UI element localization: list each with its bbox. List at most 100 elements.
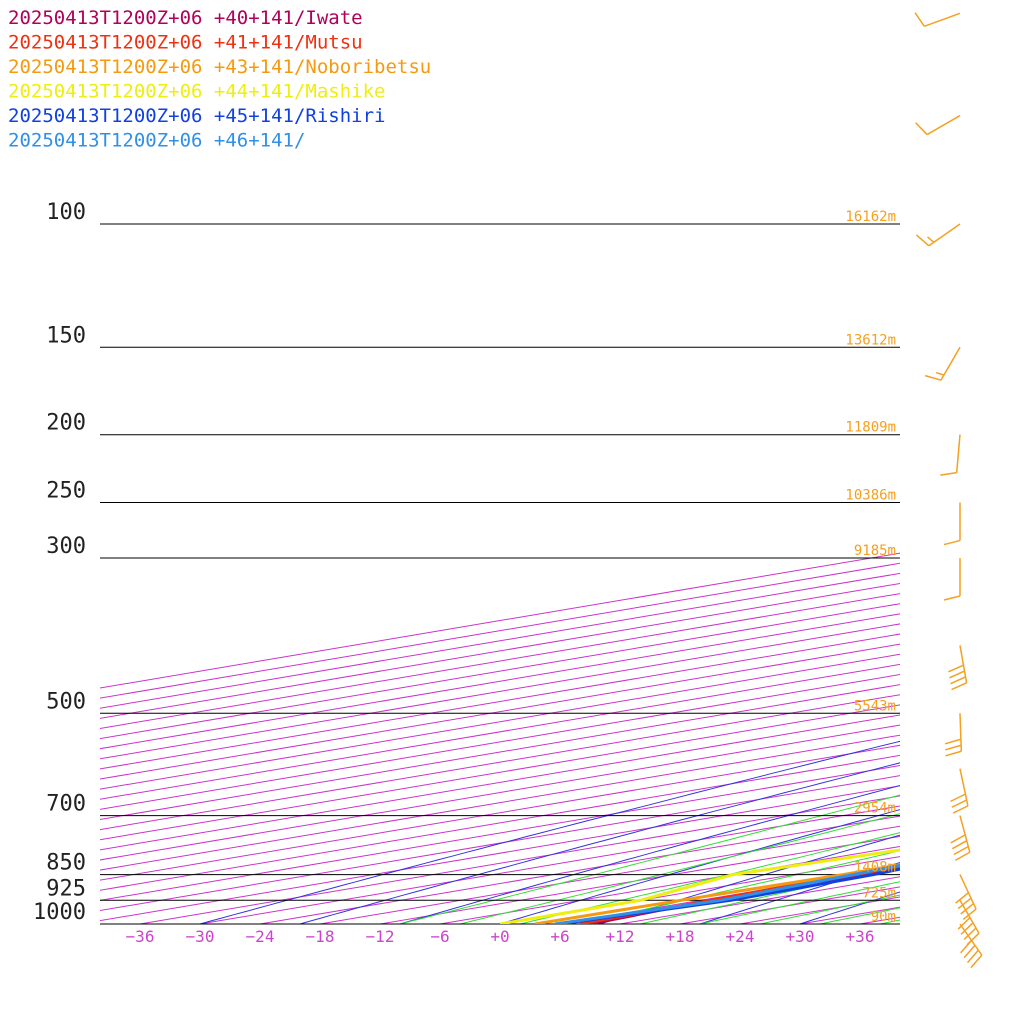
legend: 20250413T1200Z+06 +40+141/Iwate 20250413T… [8,7,431,152]
wind-barbs [914,12,983,969]
pressure-label: 300 [46,534,86,559]
pressure-label: 925 [46,876,86,901]
isotherm-line [439,845,900,924]
pressure-label: 1000 [33,900,86,925]
pressure-label: 200 [46,411,86,436]
temperature-tick-label: +6 [550,927,569,946]
sounding-traces [499,848,900,924]
legend-entry: 20250413T1200Z+06 +41+141/Mutsu [8,32,363,54]
dry-adiabat-line [398,784,900,924]
isotherm-line [859,916,900,924]
isotherm-line [499,856,900,924]
temperature-tick-label: −24 [246,927,275,946]
isotherm-line [920,0,1024,924]
height-label: 90m [871,909,896,925]
isotherm-line [100,603,900,740]
wind-barb [955,874,977,921]
height-label: 11809m [845,420,896,436]
height-label: 1408m [854,860,896,876]
temperature-tick-label: +24 [726,927,755,946]
wind-barb [924,346,961,381]
pressure-label: 150 [46,323,86,348]
moist-adiabat-line [699,881,900,924]
isotherm-line [379,835,900,924]
dry-adiabat-line [198,740,900,924]
wind-barb [944,713,963,757]
isotherm-line [100,613,900,750]
legend-entry: 20250413T1200Z+06 +40+141/Iwate [8,7,363,29]
wind-barb [943,502,961,546]
sounding-trace [499,848,900,924]
grid-layer [100,0,1024,939]
temperature-tick-label: −18 [306,927,335,946]
isotherm-line [100,582,900,719]
wind-barb [943,557,961,601]
dry-adiabat-line [957,0,1024,939]
dry-adiabat-line [698,861,900,924]
moist-adiabat-line [879,919,900,924]
isotherm-line [100,684,900,820]
temperature-tick-label: +30 [786,927,815,946]
wind-barb [950,815,971,861]
sounding-trace [589,867,900,924]
isotherm-line [100,562,900,699]
wind-barb [915,223,961,247]
height-label: 2954m [854,801,896,817]
isotherm-line [100,623,900,760]
pressure-label: 250 [46,479,86,504]
dry-adiabat-line [298,762,900,924]
moist-adiabat-line [459,813,900,924]
wind-barb [948,645,968,691]
isotherm-line [980,0,1024,924]
isotherm-line [100,593,900,729]
axis-labels: 100 16162m 150 13612m 200 11809m 250 10386m 300 9… [33,200,896,946]
pressure-label: 500 [46,689,86,714]
temperature-tick-label: −12 [366,927,395,946]
temperature-tick-label: +12 [606,927,635,946]
temperature-tick-label: −30 [186,927,215,946]
isotherm-line [199,805,900,924]
height-label: 9185m [854,543,896,559]
isotherm-line [100,572,900,709]
sounding-trace [554,863,900,924]
wind-barb [915,114,961,136]
dry-adiabat-line [498,809,900,924]
wind-barb [914,12,961,27]
legend-entry: 20250413T1200Z+06 +44+141/Mashike [8,81,386,103]
moist-adiabat-line [399,794,900,924]
temperature-tick-label: +36 [846,927,875,946]
moist-adiabat-line [759,894,900,924]
isotherm-line [100,643,900,780]
height-label: 5543m [854,698,896,714]
temperature-tick-label: +18 [666,927,695,946]
wind-barb [940,434,961,476]
isotherm-line [799,906,900,924]
isotherm-line [100,674,900,810]
temperature-tick-label: −6 [430,927,449,946]
legend-entry: 20250413T1200Z+06 +45+141/Rishiri [8,105,386,127]
height-label: 13612m [845,332,896,348]
legend-entry: 20250413T1200Z+06 +46+141/ [8,130,305,152]
pressure-label: 700 [46,792,86,817]
moist-adiabat-line [639,866,900,924]
height-label: 725m [862,885,896,901]
isotherm-line [100,653,900,790]
height-label: 10386m [845,488,896,504]
temperature-tick-label: −36 [126,927,155,946]
pressure-label: 100 [46,200,86,225]
moist-adiabat-line [819,907,900,924]
isotherm-line [100,663,900,800]
pressure-label: 850 [46,851,86,876]
isotherm-line [319,825,900,924]
dry-adiabat-line [598,834,900,924]
temperature-tick-label: +0 [490,927,509,946]
height-label: 16162m [845,209,896,225]
dry-adiabat-line [898,923,900,924]
wind-barb [950,768,969,814]
legend-entry: 20250413T1200Z+06 +43+141/Noboribetsu [8,56,431,78]
isotherm-line [559,866,900,924]
isotherm-line [100,633,900,770]
sounding-trace [559,867,900,924]
isotherm-line [679,886,900,924]
